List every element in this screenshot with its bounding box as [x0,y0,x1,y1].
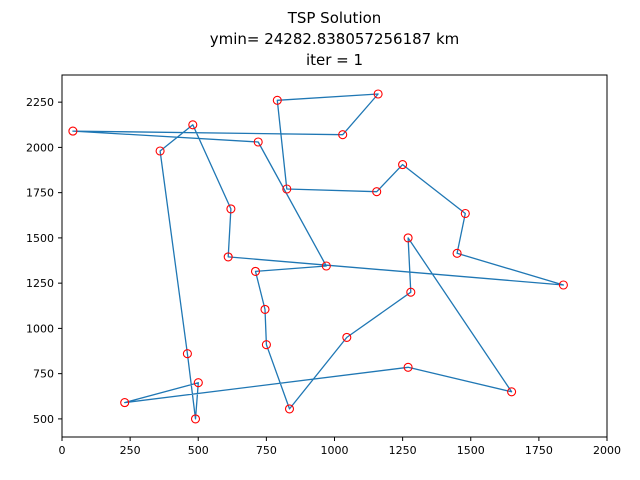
city-marker [68,126,78,136]
city-marker [398,160,408,170]
y-tick-label: 1750 [26,187,54,200]
tour-path [72,93,565,420]
city-marker [260,304,270,314]
city-marker [253,137,263,147]
city-marker [452,248,462,258]
chart-subtitle-ymin: ymin= 24282.838057256187 km [209,30,460,48]
city-marker [372,187,382,197]
city-marker [321,261,331,271]
city-marker [403,233,413,243]
city-marker [342,332,352,342]
city-marker [373,89,383,99]
city-marker [226,204,236,214]
city-marker [460,208,470,219]
city-marker [193,378,203,388]
city-marker [188,120,198,130]
y-tick-label: 1250 [26,277,54,290]
y-tick-label: 500 [33,413,54,426]
city-marker [155,146,165,156]
city-marker [272,95,282,105]
y-tick-label: 1000 [26,322,54,335]
city-marker [406,287,416,297]
x-tick-label: 1500 [457,444,485,457]
city-marker [250,266,261,276]
city-marker [190,414,201,424]
x-tick-label: 1250 [389,444,417,457]
x-tick-label: 1750 [525,444,553,457]
x-tick-label: 0 [59,444,66,457]
city-marker [403,362,413,372]
axes-frame [61,74,608,438]
y-tick-label: 2000 [26,141,54,154]
city-marker [261,340,271,350]
city-marker [120,398,130,408]
city-marker [282,184,292,194]
y-tick-label: 2250 [26,96,54,109]
title-block: TSP Solution ymin= 24282.838057256187 km… [62,8,607,71]
city-marker [223,252,233,262]
city-marker [284,404,295,414]
city-marker [558,280,568,290]
y-tick-label: 750 [33,368,54,381]
city-marker [338,130,348,140]
x-tick-label: 500 [188,444,209,457]
city-marker [182,349,192,359]
city-marker [507,387,517,397]
x-tick-label: 2000 [593,444,621,457]
y-tick-label: 1500 [26,232,54,245]
x-tick-label: 750 [256,444,277,457]
chart-subtitle-iter: iter = 1 [305,51,364,69]
x-tick-label: 250 [120,444,141,457]
chart-title: TSP Solution [287,9,382,27]
x-tick-label: 1000 [321,444,349,457]
